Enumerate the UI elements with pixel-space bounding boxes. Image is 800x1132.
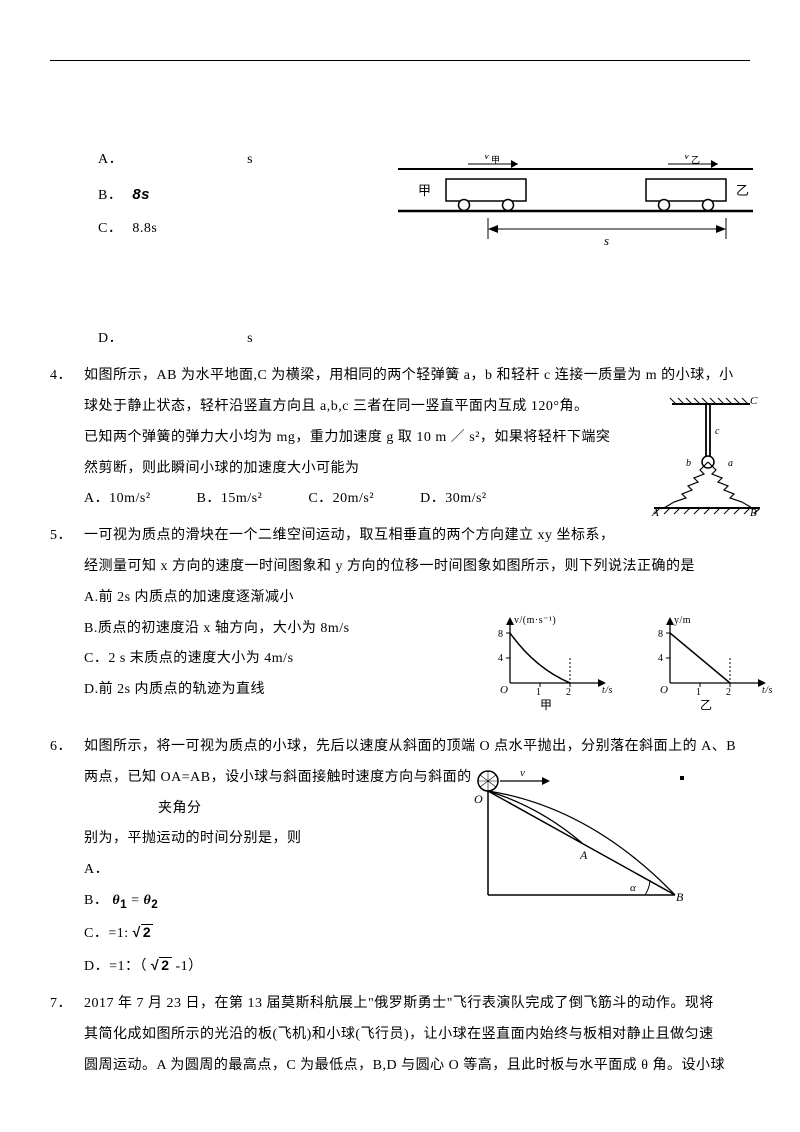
text-d: s (247, 331, 253, 346)
label-v-right-sub: 乙 (691, 155, 700, 165)
q6-label-b: B (676, 890, 684, 904)
page-content: A． s B． 8s C． 8.8s D． s 4． 如图所示，AB 为水平地面… (50, 145, 750, 1081)
q5-line-0: 一可视为质点的滑块在一个二维空间运动，取互相垂直的两个方向建立 xy 坐标系， (84, 521, 750, 552)
label-v-left: v (484, 155, 490, 162)
q6-label-a: A (579, 848, 588, 862)
q6-label-v: v (520, 767, 525, 779)
q6-b-theta1: θ (112, 893, 120, 908)
q5-right-origin: O (660, 684, 668, 696)
q7-line-1: 其简化成如图所示的光沿的板(飞机)和小球(飞行员)，让小球在竖直面内始终与板相对… (84, 1020, 750, 1051)
q6-b-prefix: B． (84, 893, 108, 908)
q4-choice-a: A．10m/s² (84, 484, 151, 515)
label-c: C． (98, 221, 122, 236)
label-c-top: C (750, 396, 758, 407)
q5-left-x2: 2 (566, 687, 572, 698)
label-pt-a: A (651, 507, 659, 516)
figure-q5-graphs: v/(m·s⁻¹) t/s 8 4 1 2 O 甲 (480, 613, 780, 713)
q5-number: 5． (50, 521, 72, 552)
q6-d-rad: 2 (159, 957, 171, 972)
q6-d-prefix: D．=1：（ (84, 959, 147, 974)
q5-left-y4: 4 (498, 653, 504, 664)
q5-right-y4: 4 (658, 653, 664, 664)
q6-b-eq: = (131, 893, 143, 908)
q5-left-y8: 8 (498, 629, 504, 640)
sqrt-icon: 2 (151, 950, 171, 981)
text-b: 8s (132, 186, 150, 203)
q5-line-1: 经测量可知 x 方向的速度一时间图象和 y 方向的位移一时间图象如图所示，则下列… (84, 552, 750, 583)
q5-right-x2: 2 (726, 687, 732, 698)
label-distance-s: s (604, 233, 609, 248)
label-d: D． (98, 331, 123, 346)
q7-line-0: 2017 年 7 月 23 日，在第 13 届莫斯科航展上"俄罗斯勇士"飞行表演… (84, 989, 750, 1020)
q6-label-o: O (474, 792, 483, 806)
q6-c-rad: 2 (141, 924, 153, 939)
question-5: 5． 一可视为质点的滑块在一个二维空间运动，取互相垂直的两个方向建立 xy 坐标… (50, 521, 750, 706)
q6-c-prefix: C．=1: (84, 926, 129, 941)
q5-right-caption: 乙 (700, 698, 713, 712)
label-c-rod: c (715, 426, 720, 437)
q6-label-alpha: α (630, 882, 636, 894)
figure-q4-spring: C c b a A B (650, 396, 760, 516)
q6-number: 6． (50, 732, 72, 763)
q5-right-x1: 1 (696, 687, 702, 698)
q7-number: 7． (50, 989, 72, 1020)
q5-left-ylabel: v/(m·s⁻¹) (514, 615, 556, 626)
q6-line-1-right: 夹角分 (158, 801, 202, 816)
q4-line-0: 如图所示，AB 为水平地面,C 为横梁，用相同的两个轻弹簧 a，b 和轻杆 c … (84, 361, 750, 392)
header-rule (50, 60, 750, 61)
sqrt-icon: 2 (133, 917, 153, 948)
q4-choice-b: B．15m/s² (197, 484, 263, 515)
q6-line-1-left: 两点，已知 OA=AB，设小球与斜面接触时速度方向与斜面的 (84, 770, 472, 785)
pre-option-d: D． s (50, 324, 750, 355)
figure-two-carts: v 甲 甲 v 乙 乙 s (398, 155, 753, 255)
q5-opt-a: A.前 2s 内质点的加速度逐渐减小 (84, 583, 750, 614)
text-c: 8.8s (132, 221, 157, 236)
q6-opt-d: D．=1：（ 2 -1） (84, 950, 750, 983)
label-a: A． (98, 152, 123, 167)
label-cart-right: 乙 (736, 183, 749, 198)
q5-left-x1: 1 (536, 687, 542, 698)
q4-number: 4． (50, 361, 72, 392)
label-cart-left: 甲 (418, 183, 431, 198)
question-4: 4． 如图所示，AB 为水平地面,C 为横梁，用相同的两个轻弹簧 a，b 和轻杆… (50, 361, 750, 515)
q5-left-xlabel: t/s (602, 685, 613, 696)
question-6: 6． 如图所示，将一可视为质点的小球，先后以速度从斜面的顶端 O 点水平抛出，分… (50, 732, 750, 983)
q6-line-0: 如图所示，将一可视为质点的小球，先后以速度从斜面的顶端 O 点水平抛出，分别落在… (84, 732, 750, 763)
q5-right-xlabel: t/s (762, 685, 773, 696)
q6-d-suffix: -1） (176, 959, 203, 974)
q5-right-ylabel: y/m (674, 615, 691, 626)
q4-choice-d: D．30m/s² (420, 484, 487, 515)
question-7: 7． 2017 年 7 月 23 日，在第 13 届莫斯科航展上"俄罗斯勇士"飞… (50, 989, 750, 1081)
label-b: B． (98, 188, 122, 203)
label-b-spring: b (686, 458, 692, 469)
q5-right-y8: 8 (658, 629, 664, 640)
q6-opt-c: C．=1: 2 (84, 917, 750, 950)
q5-left-caption: 甲 (540, 698, 553, 712)
q6-b-sub1: 1 (120, 898, 127, 911)
q6-b-sub2: 2 (151, 898, 158, 911)
figure-q6-incline: v O A B α (470, 767, 690, 907)
q5-left-origin: O (500, 684, 508, 696)
label-a-spring: a (728, 458, 734, 469)
q7-line-2: 圆周运动。A 为圆周的最高点，C 为最低点，B,D 与圆心 O 等高，且此时板与… (84, 1051, 750, 1082)
label-pt-b: B (750, 507, 757, 516)
label-v-right: v (684, 155, 690, 162)
label-v-left-sub: 甲 (491, 155, 500, 165)
text-a: s (247, 152, 253, 167)
q4-choice-c: C．20m/s² (308, 484, 374, 515)
